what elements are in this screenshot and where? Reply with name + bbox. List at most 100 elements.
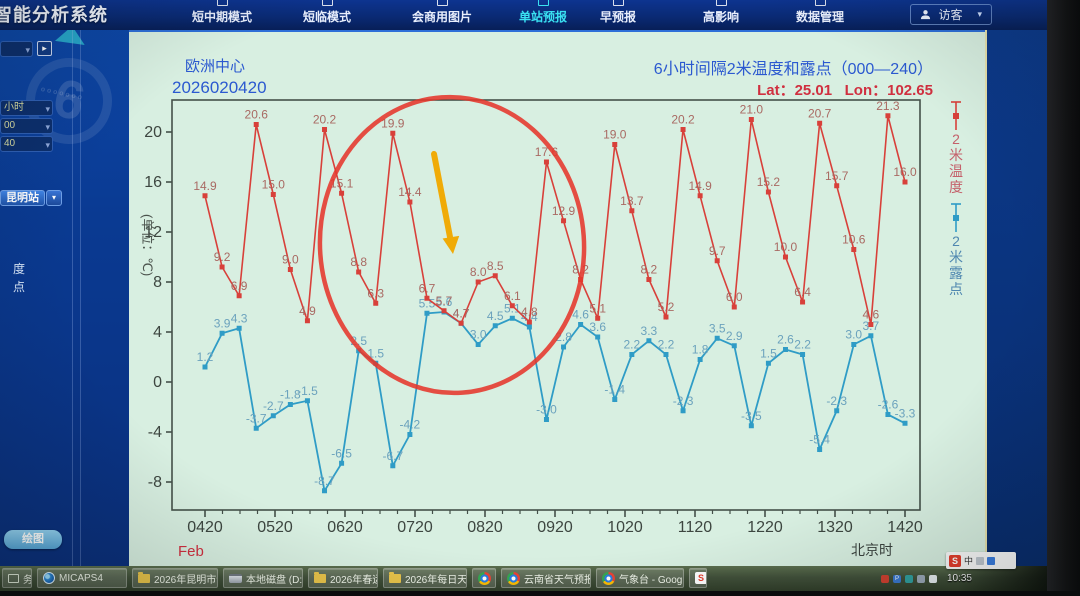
svg-text:20.7: 20.7 xyxy=(808,106,832,120)
svg-text:10.0: 10.0 xyxy=(774,240,798,254)
svg-text:-8.7: -8.7 xyxy=(314,474,335,488)
chevron-down-icon: ▾ xyxy=(45,104,50,114)
dewpoint-series: 1.23.9 4.3-3.7-2.7-1.8-1.5-8.7-6.52.51.5-… xyxy=(197,295,916,494)
nav-item-label: 数据管理 xyxy=(795,10,845,24)
nav-item-1[interactable]: 短中期模式 xyxy=(192,0,252,30)
svg-text:20.2: 20.2 xyxy=(313,113,337,127)
app-module-icon xyxy=(537,0,549,6)
station-dropdown-button[interactable]: ▾ xyxy=(46,190,62,206)
svg-text:0420: 0420 xyxy=(187,519,223,536)
taskbar-clock[interactable]: 10:35 xyxy=(946,573,972,584)
svg-text:-2.6: -2.6 xyxy=(878,398,899,412)
folder-icon xyxy=(389,571,401,583)
taskbar-item-10[interactable]: S xyxy=(689,568,707,588)
svg-text:4.6: 4.6 xyxy=(863,308,880,322)
chevron-down-icon: ▾ xyxy=(977,9,982,19)
app-module-icon xyxy=(715,0,727,6)
taskbar-item-label: MICAPS4 xyxy=(59,572,103,584)
clipboard-icon[interactable] xyxy=(987,556,996,565)
svg-text:12.9: 12.9 xyxy=(552,204,576,218)
svg-text:6.3: 6.3 xyxy=(367,286,384,300)
window-right-margin xyxy=(985,30,1047,566)
taskbar-item-1[interactable]: 务信.. xyxy=(2,568,32,588)
sogou-input-bar[interactable]: S 中 xyxy=(946,552,1016,569)
p-tray-icon[interactable]: P xyxy=(892,574,901,583)
app-title: 智能分析系统 xyxy=(0,5,108,25)
user-icon xyxy=(921,10,931,20)
network-tray-icon[interactable] xyxy=(928,574,937,583)
taskbar-item-2[interactable]: MICAPS4 xyxy=(37,568,127,588)
shield-tray-icon[interactable] xyxy=(904,574,913,583)
svg-text:6.7: 6.7 xyxy=(419,281,436,295)
chevron-down-icon: ▾ xyxy=(51,193,56,202)
sidebar-divider xyxy=(72,30,73,566)
nav-item-2[interactable]: 短临模式 xyxy=(303,0,351,30)
highlight-circle-annotation xyxy=(317,94,587,396)
station-button[interactable]: 昆明站 xyxy=(0,190,45,206)
y-axis: 20 16 12 8 4 0 -4 -8 (单位：℃) xyxy=(140,124,172,491)
sidebar-scrollbar[interactable] xyxy=(80,30,81,566)
sidebar-select-2[interactable]: 00 ▾ xyxy=(0,118,53,134)
svg-text:3.0: 3.0 xyxy=(845,328,862,342)
svg-text:5.5: 5.5 xyxy=(419,296,436,310)
taskbar-item-4[interactable]: 本地磁盘 (D:) xyxy=(223,568,303,588)
nav-item-7[interactable]: 数据管理 xyxy=(796,0,844,30)
svg-text:9.2: 9.2 xyxy=(214,250,231,264)
monitor-bezel-right xyxy=(1047,0,1080,596)
time-select[interactable]: ▾ xyxy=(0,41,33,57)
svg-text:4.6: 4.6 xyxy=(572,308,589,322)
svg-text:1.5: 1.5 xyxy=(367,346,384,360)
taskbar-item-9[interactable]: 气象台 - Googl... xyxy=(596,568,684,588)
lon-value: Lon：102.65 xyxy=(844,82,933,99)
disk-icon xyxy=(229,573,242,583)
svg-text:5.6: 5.6 xyxy=(436,295,453,309)
taskbar-item-6[interactable]: 2026年每日天气.. xyxy=(383,568,467,588)
svg-text:19.0: 19.0 xyxy=(603,128,627,142)
svg-text:21.0: 21.0 xyxy=(740,103,764,117)
keyboard-icon[interactable] xyxy=(976,556,985,565)
micaps-icon xyxy=(43,572,55,584)
sidebar-select-3[interactable]: 40 ▾ xyxy=(0,136,53,152)
volume-tray-icon[interactable] xyxy=(916,574,925,583)
taskbar-item-3[interactable]: 2026年昆明市气.. xyxy=(132,568,218,588)
lat-value: Lat：25.01 xyxy=(757,82,833,99)
input-language-label: 中 xyxy=(964,556,974,566)
svg-text:5.2: 5.2 xyxy=(658,300,675,314)
svg-text:8: 8 xyxy=(153,274,162,291)
y-axis-title: (单位：℃) xyxy=(140,214,155,276)
next-step-button[interactable]: ▸ xyxy=(37,41,52,56)
svg-text:1420: 1420 xyxy=(887,519,923,536)
user-menu[interactable]: 访客 ▾ xyxy=(910,4,992,25)
svg-text:2.2: 2.2 xyxy=(623,338,640,352)
nav-item-3[interactable]: 会商用图片 xyxy=(412,0,472,30)
svg-text:-1.8: -1.8 xyxy=(280,388,301,402)
svg-text:-2.3: -2.3 xyxy=(673,394,694,408)
app-module-icon xyxy=(216,0,228,6)
chrome-icon xyxy=(602,571,615,585)
draw-button[interactable]: 绘图 xyxy=(4,530,62,549)
nav-item-4[interactable]: 单站预报 xyxy=(519,0,567,30)
svg-text:19.9: 19.9 xyxy=(381,116,405,130)
svg-text:-6.5: -6.5 xyxy=(331,446,352,460)
svg-text:6.1: 6.1 xyxy=(504,289,521,303)
sidebar-select-1[interactable]: 小时 ▾ xyxy=(0,100,53,116)
update-tray-icon[interactable] xyxy=(880,574,889,583)
nav-item-label: 短中期模式 xyxy=(191,10,253,24)
svg-text:14.9: 14.9 xyxy=(193,179,217,193)
svg-text:2.6: 2.6 xyxy=(777,333,794,347)
nav-item-6[interactable]: 高影响 xyxy=(703,0,739,30)
legend-temperature-label: 2 米温度 xyxy=(949,131,963,195)
svg-text:-3.3: -3.3 xyxy=(895,406,916,420)
nav-item-label: 单站预报 xyxy=(518,10,568,24)
nav-item-5[interactable]: 早预报 xyxy=(600,0,636,30)
nav-item-label: 早预报 xyxy=(599,10,637,24)
svg-text:20.6: 20.6 xyxy=(245,108,269,122)
svg-text:21.3: 21.3 xyxy=(876,99,900,113)
taskbar-item-5[interactable]: 2026年春运 xyxy=(308,568,378,588)
taskbar-item-label: 本地磁盘 (D:) xyxy=(246,574,303,586)
chevron-down-icon: ▾ xyxy=(25,45,30,55)
svg-text:2.9: 2.9 xyxy=(726,329,743,343)
taskbar-item-8[interactable]: 云南省天气预报.. xyxy=(501,568,591,588)
taskbar-item-7[interactable] xyxy=(472,568,496,588)
